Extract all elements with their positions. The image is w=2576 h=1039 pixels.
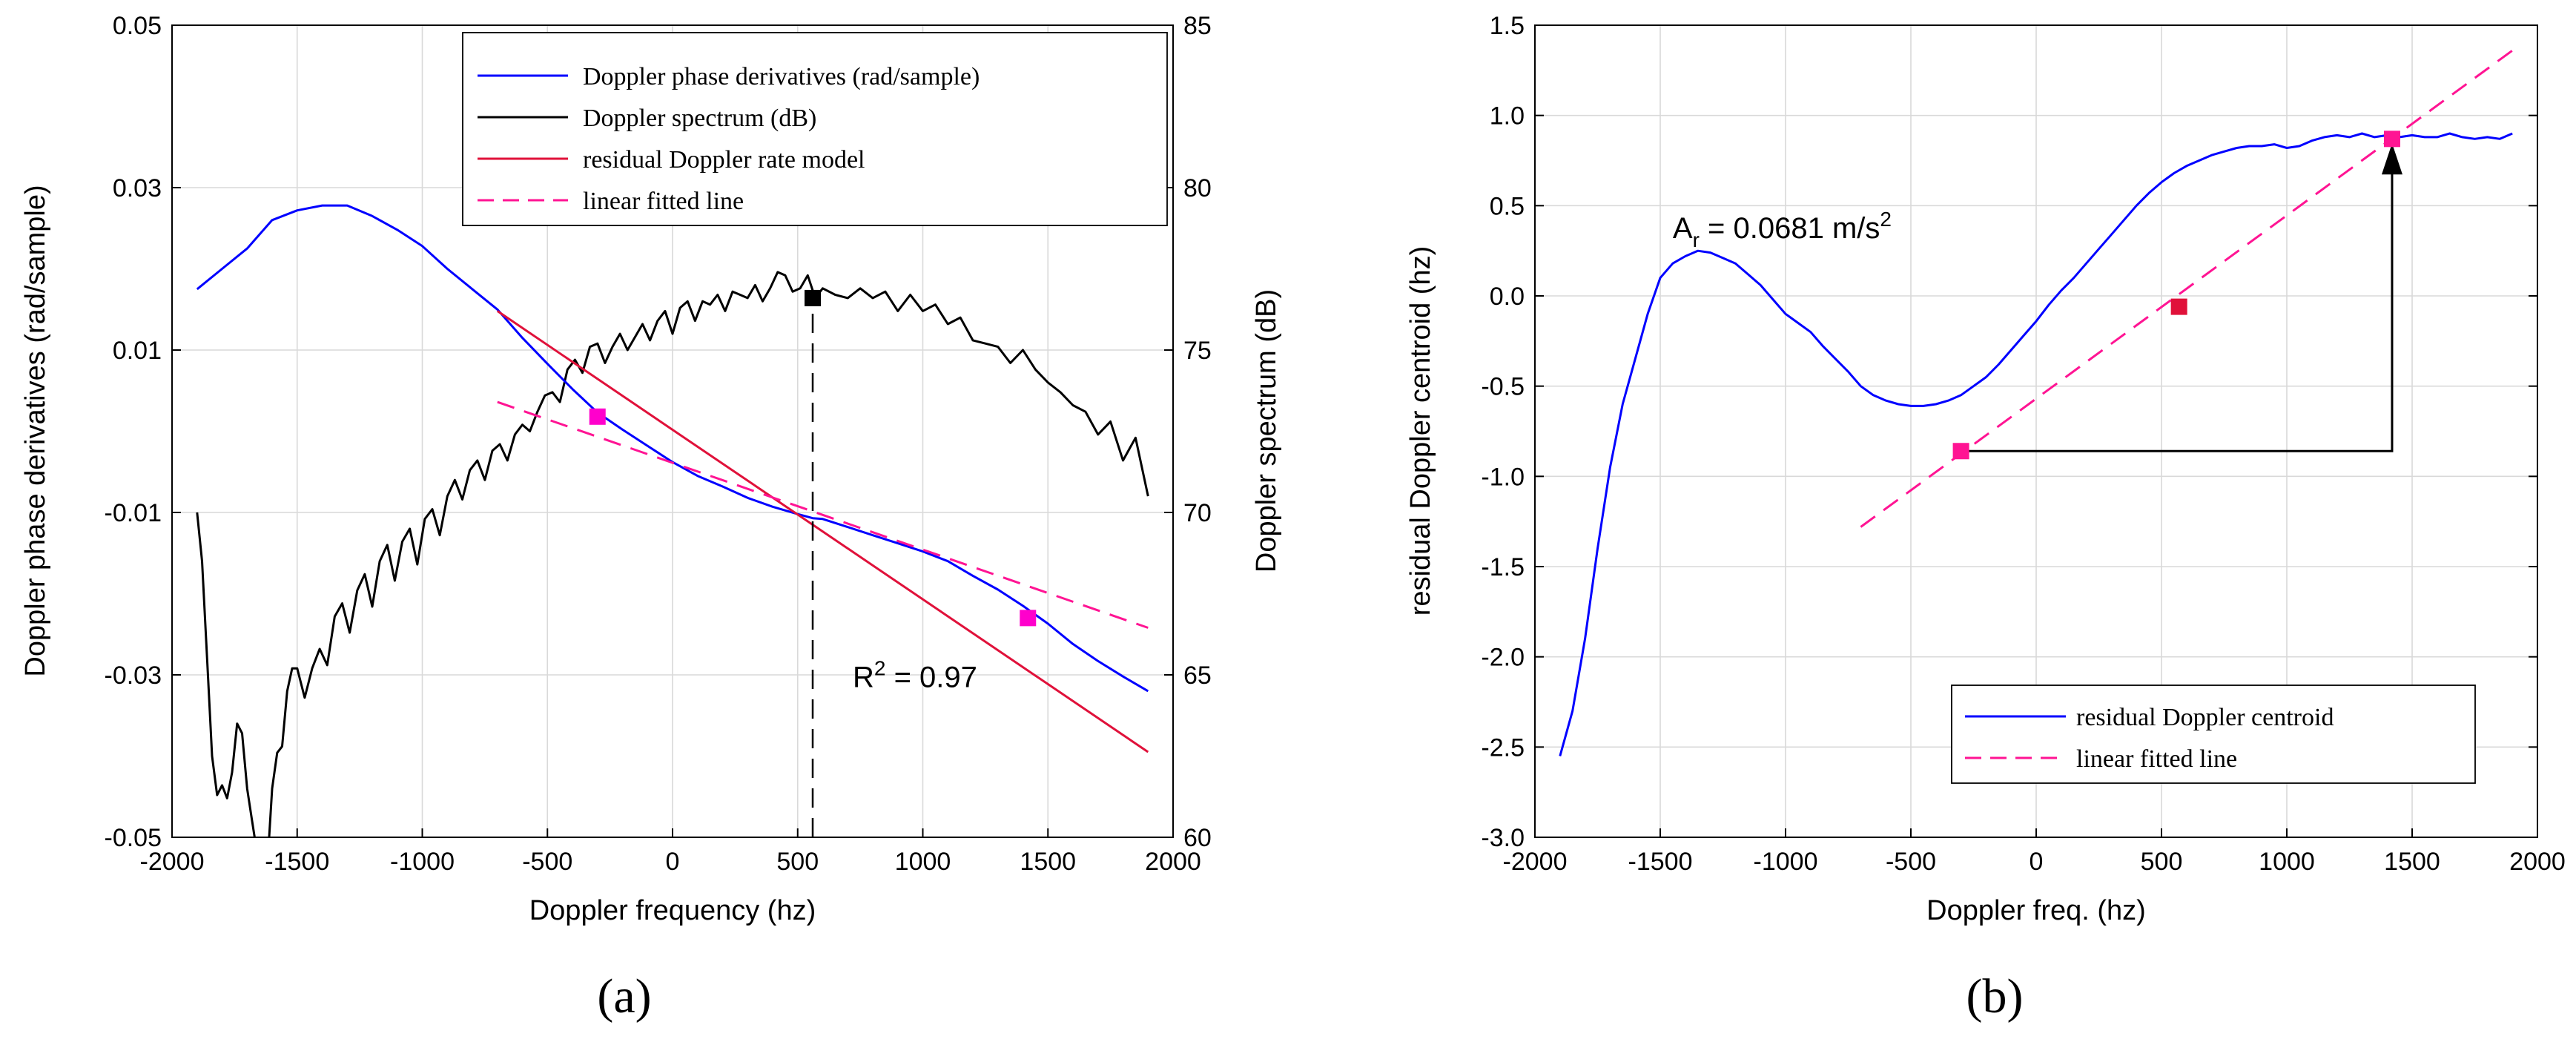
y-left-tick-label-a: -0.03 xyxy=(105,662,162,690)
series-rate-model xyxy=(496,310,1149,753)
y-tick-label-b: -1.5 xyxy=(1481,553,1525,581)
r-squared-superscript: 2 xyxy=(874,656,886,679)
r-squared-value: = 0.97 xyxy=(885,661,977,693)
y-tick-label-b: 1.0 xyxy=(1490,102,1525,131)
acceleration-value: = 0.0681 m/s xyxy=(1700,212,1880,245)
x-tick-label-a: 1000 xyxy=(895,848,951,876)
x-tick-label-b: 1000 xyxy=(2259,848,2315,876)
legend-b: residual Doppler centroid linear fitted … xyxy=(1951,685,2476,784)
x-tick-label-b: -1000 xyxy=(1754,848,1818,876)
y-right-tick-label-a: 80 xyxy=(1183,174,1212,202)
acceleration-subscript: r xyxy=(1693,228,1700,251)
series-phase-derivatives xyxy=(196,204,1149,693)
series-fitted-line-b xyxy=(1860,49,2514,528)
x-axis-label-b: Doppler freq. (hz) xyxy=(1926,895,2146,926)
y-right-tick-label-a: 70 xyxy=(1183,499,1212,527)
acceleration-annotation: Ar = 0.0681 m/s2 xyxy=(1673,208,1892,251)
marker-b-0 xyxy=(1952,443,1969,460)
x-tick-label-b: 1500 xyxy=(2384,848,2440,876)
y-right-tick-label-a: 65 xyxy=(1183,662,1212,690)
y-tick-label-b: -2.5 xyxy=(1481,733,1525,762)
y-left-tick-label-a: -0.01 xyxy=(105,499,162,527)
y-left-tick-label-a: -0.05 xyxy=(105,824,162,852)
y-axis-label-b: residual Doppler centroid (hz) xyxy=(1405,246,1436,616)
legend-label-phase-derivatives: Doppler phase derivatives (rad/sample) xyxy=(583,63,980,90)
marker-b-2 xyxy=(2383,131,2400,148)
legend-a: Doppler phase derivatives (rad/sample) D… xyxy=(462,32,1168,226)
series-fitted-line-a xyxy=(497,400,1149,629)
legend-label-fitted-line-a: linear fitted line xyxy=(583,188,744,215)
y-right-tick-label-a: 75 xyxy=(1183,337,1212,365)
marker-a-0 xyxy=(589,408,606,425)
x-tick-label-b: -2000 xyxy=(1503,848,1568,876)
step-arrow-head xyxy=(2381,143,2402,175)
acceleration-base: A xyxy=(1673,212,1693,245)
marker-a-1 xyxy=(1020,610,1037,627)
x-tick-label-b: -500 xyxy=(1886,848,1936,876)
legend-label-spectrum: Doppler spectrum (dB) xyxy=(583,105,816,132)
x-tick-label-b: 2000 xyxy=(2509,848,2566,876)
r-squared-annotation: R2 = 0.97 xyxy=(853,656,977,693)
x-tick-label-a: 1500 xyxy=(1020,848,1076,876)
y-axis-label-left-a: Doppler phase derivatives (rad/sample) xyxy=(20,185,51,676)
r-squared-base: R xyxy=(853,661,874,693)
svg-text:Ar = 0.0681 m/s2: Ar = 0.0681 m/s2 xyxy=(1673,208,1892,251)
caption-b: (b) xyxy=(1966,969,2024,1023)
y-right-tick-label-a: 85 xyxy=(1183,12,1212,40)
chart-a: -2000 -1500 -1000 -500 0 500 1000 1500 2000 -0.05… xyxy=(20,12,1282,1023)
caption-a: (a) xyxy=(597,969,651,1023)
y-left-tick-label-a: 0.01 xyxy=(113,337,162,365)
series-doppler-centroid xyxy=(1559,132,2513,756)
acceleration-superscript: 2 xyxy=(1880,208,1892,231)
x-tick-label-b: 500 xyxy=(2141,848,2183,876)
marker-a-2 xyxy=(805,289,821,306)
x-axis-label-a: Doppler frequency (hz) xyxy=(529,895,816,926)
svg-text:R2 = 0.97: R2 = 0.97 xyxy=(853,656,977,693)
x-tick-label-a: 500 xyxy=(776,848,819,876)
x-tick-label-b: 0 xyxy=(2030,848,2044,876)
legend-label-fitted-line-b: linear fitted line xyxy=(2076,745,2237,773)
y-left-tick-label-a: 0.03 xyxy=(113,174,162,202)
y-right-tick-label-a: 60 xyxy=(1183,824,1212,852)
x-tick-label-a: -1000 xyxy=(390,848,455,876)
x-tick-label-a: -500 xyxy=(522,848,572,876)
legend-label-rate-model: residual Doppler rate model xyxy=(583,146,865,174)
y-tick-label-b: 0.0 xyxy=(1490,283,1525,311)
x-tick-label-a: 0 xyxy=(666,848,680,876)
legend-box-a xyxy=(462,32,1168,226)
y-tick-label-b: 0.5 xyxy=(1490,192,1525,220)
series-doppler-spectrum xyxy=(196,271,1149,837)
x-tick-label-b: -1500 xyxy=(1628,848,1693,876)
marker-b-1 xyxy=(2170,298,2187,315)
y-tick-label-b: -2.0 xyxy=(1481,644,1525,672)
y-tick-label-b: -1.0 xyxy=(1481,463,1525,491)
chart-b: -2000 -1500 -1000 -500 0 500 1000 1500 2000 -3.0 -… xyxy=(1405,12,2566,1023)
x-tick-label-a: -2000 xyxy=(140,848,205,876)
step-arrow-line xyxy=(1961,173,2394,452)
legend-label-doppler-centroid: residual Doppler centroid xyxy=(2076,704,2334,731)
y-tick-label-b: -3.0 xyxy=(1481,824,1525,852)
x-tick-label-a: 2000 xyxy=(1145,848,1201,876)
legend-box-b xyxy=(1951,685,2476,784)
y-tick-label-b: 1.5 xyxy=(1490,12,1525,40)
x-tick-label-a: -1500 xyxy=(265,848,329,876)
y-left-tick-label-a: 0.05 xyxy=(113,12,162,40)
y-axis-label-right-a: Doppler spectrum (dB) xyxy=(1251,289,1282,573)
y-tick-label-b: -0.5 xyxy=(1481,373,1525,401)
